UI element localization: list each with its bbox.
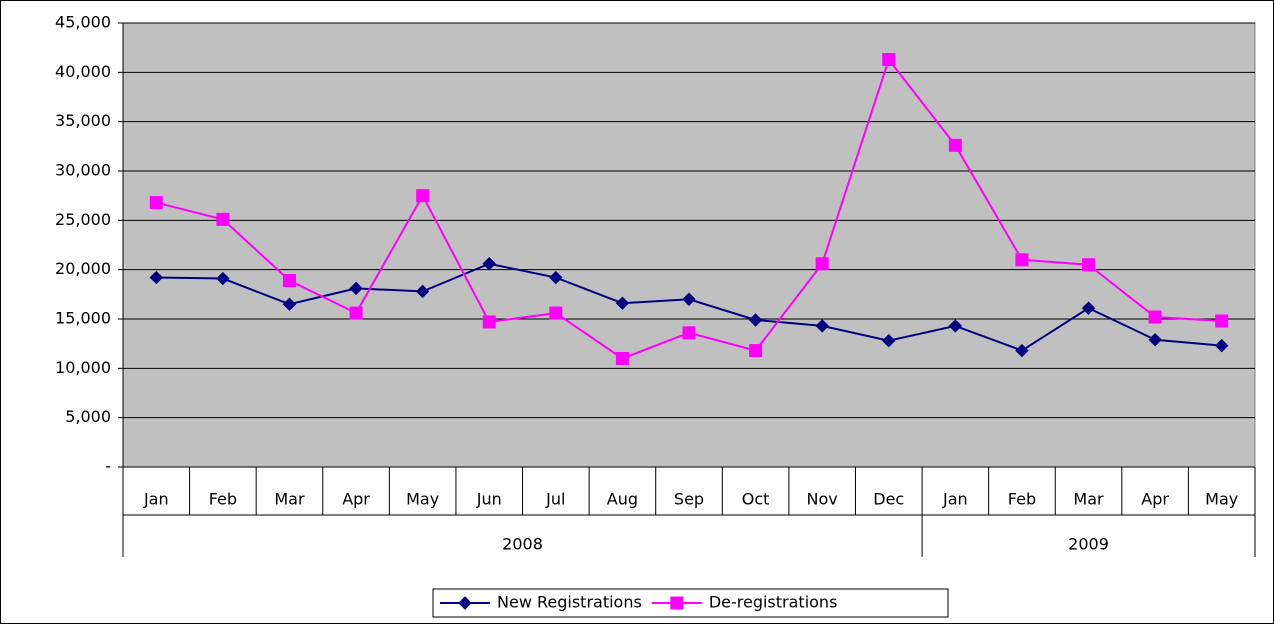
x-tick-label: Feb (209, 490, 237, 509)
marker (1015, 253, 1029, 267)
x-tick-label: Feb (1008, 490, 1036, 509)
marker (682, 326, 696, 340)
marker (549, 306, 563, 320)
marker (815, 319, 829, 333)
x-tick-label: Dec (873, 490, 904, 509)
marker (615, 351, 629, 365)
legend-label: De-registrations (709, 593, 838, 612)
marker (882, 53, 896, 67)
x-tick-label: May (1205, 490, 1238, 509)
x-tick-label: Apr (1141, 490, 1169, 509)
x-tick-label: May (406, 490, 439, 509)
marker (282, 274, 296, 288)
y-tick-label: 5,000 (65, 407, 111, 426)
legend-label: New Registrations (497, 593, 642, 612)
y-tick-label: 25,000 (55, 210, 111, 229)
x-tick-label: Aug (607, 490, 638, 509)
plot-area (122, 22, 1256, 468)
y-tick-label: 30,000 (55, 161, 111, 180)
marker (1015, 343, 1029, 358)
marker (615, 296, 630, 310)
x-tick-label: Oct (742, 490, 770, 509)
marker (216, 212, 230, 226)
y-tick-label: 20,000 (55, 259, 111, 278)
marker (748, 313, 763, 327)
x-tick-label: Jan (942, 490, 968, 509)
marker (948, 319, 963, 333)
x-tick-label: Jul (545, 490, 565, 509)
x-tick-label: Jan (143, 490, 169, 509)
y-tick-label: 45,000 (55, 13, 111, 32)
marker (415, 284, 430, 299)
x-tick-label: Mar (274, 490, 305, 509)
marker (549, 270, 563, 285)
y-tick-label: 15,000 (55, 309, 111, 328)
marker (815, 257, 829, 271)
marker (1081, 301, 1096, 315)
x-tick-label: Apr (342, 490, 370, 509)
marker (1148, 333, 1162, 347)
marker (1148, 310, 1162, 324)
marker (482, 257, 496, 271)
marker (149, 270, 164, 285)
marker (149, 196, 163, 210)
y-tick-label: - (105, 457, 111, 476)
x-tick-label: Mar (1073, 490, 1104, 509)
x-tick-label: Nov (807, 490, 838, 509)
group-label: 2009 (1068, 535, 1109, 554)
marker (282, 297, 297, 311)
marker (1214, 338, 1229, 353)
group-label: 2008 (502, 535, 543, 554)
x-tick-label: Jun (476, 490, 502, 509)
marker (749, 344, 763, 358)
y-tick-label: 40,000 (55, 62, 111, 81)
x-tick-label: Sep (674, 490, 704, 509)
marker (1215, 314, 1229, 328)
marker (458, 596, 472, 610)
marker (349, 281, 363, 296)
marker (349, 306, 363, 320)
marker (882, 333, 896, 348)
marker (216, 271, 230, 286)
marker (416, 189, 430, 203)
marker (948, 138, 962, 152)
y-tick-label: 35,000 (55, 111, 111, 130)
marker (482, 315, 496, 329)
marker (670, 596, 684, 610)
y-tick-label: 10,000 (55, 358, 111, 377)
marker (1082, 258, 1096, 272)
marker (682, 292, 696, 306)
